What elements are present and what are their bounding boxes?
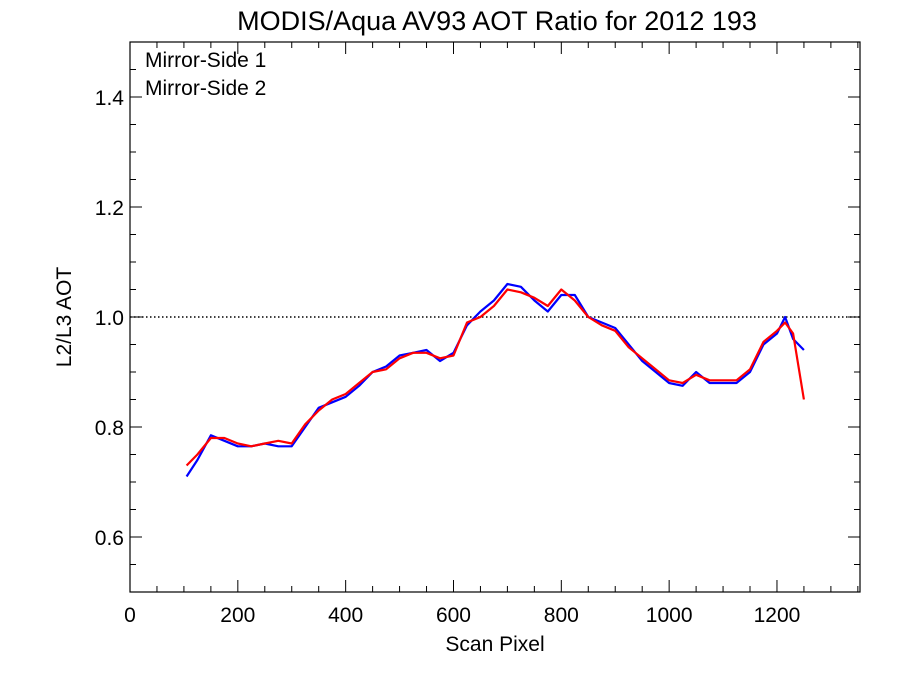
x-tick-label: 0: [124, 604, 136, 627]
y-tick-label: 0.6: [95, 527, 124, 550]
legend: Mirror-Side 1 Mirror-Side 2: [145, 49, 266, 100]
legend-entry-mirror-side-2: Mirror-Side 2: [145, 77, 266, 100]
x-tick-label: 600: [436, 604, 471, 627]
x-tick-label: 1000: [646, 604, 693, 627]
x-tick-label: 1200: [754, 604, 801, 627]
y-tick-label: 1.0: [95, 307, 124, 330]
x-tick-label: 400: [328, 604, 363, 627]
chart-title: MODIS/Aqua AV93 AOT Ratio for 2012 193: [237, 6, 757, 36]
series-line-mirror-side-1: [185, 282, 805, 478]
series-line-mirror-side-2: [185, 288, 805, 467]
y-tick-label: 1.4: [95, 87, 125, 110]
legend-entry-mirror-side-1: Mirror-Side 1: [145, 49, 266, 72]
y-tick-label: 0.8: [95, 417, 124, 440]
axis-ticks: [129, 41, 860, 593]
series-layer: [185, 282, 805, 478]
x-axis-label: Scan Pixel: [445, 633, 544, 656]
x-tick-label: 200: [220, 604, 255, 627]
x-tick-labels: 0 200 400 600 800 1000 1200: [124, 604, 800, 627]
y-tick-labels: 0.6 0.8 1.0 1.2 1.4: [95, 87, 125, 550]
y-tick-label: 1.2: [95, 197, 124, 220]
y-axis-label: L2/L3 AOT: [53, 267, 76, 368]
x-tick-label: 800: [544, 604, 579, 627]
